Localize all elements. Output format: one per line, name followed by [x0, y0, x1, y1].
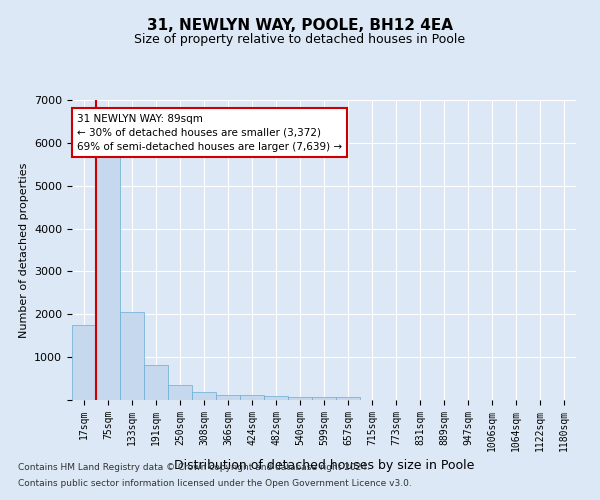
Text: 31 NEWLYN WAY: 89sqm
← 30% of detached houses are smaller (3,372)
69% of semi-de: 31 NEWLYN WAY: 89sqm ← 30% of detached h… [77, 114, 342, 152]
Bar [336, 398, 360, 400]
Bar [120, 312, 144, 400]
Text: 31, NEWLYN WAY, POOLE, BH12 4EA: 31, NEWLYN WAY, POOLE, BH12 4EA [147, 18, 453, 32]
Text: Contains HM Land Registry data © Crown copyright and database right 2024.: Contains HM Land Registry data © Crown c… [18, 464, 370, 472]
Text: Contains public sector information licensed under the Open Government Licence v3: Contains public sector information licen… [18, 478, 412, 488]
Bar [168, 386, 192, 400]
Bar [240, 396, 264, 400]
Bar [144, 365, 168, 400]
Bar [72, 325, 96, 400]
Bar [216, 395, 240, 400]
Bar [288, 396, 312, 400]
Bar [96, 152, 120, 400]
Bar [264, 396, 288, 400]
Bar [192, 392, 216, 400]
Y-axis label: Number of detached properties: Number of detached properties [19, 162, 29, 338]
X-axis label: Distribution of detached houses by size in Poole: Distribution of detached houses by size … [174, 459, 474, 472]
Text: Size of property relative to detached houses in Poole: Size of property relative to detached ho… [134, 32, 466, 46]
Bar [312, 397, 336, 400]
